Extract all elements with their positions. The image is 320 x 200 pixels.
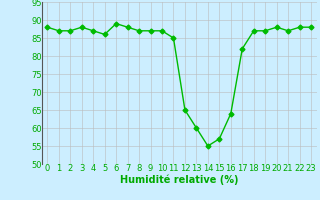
X-axis label: Humidité relative (%): Humidité relative (%) (120, 174, 238, 185)
